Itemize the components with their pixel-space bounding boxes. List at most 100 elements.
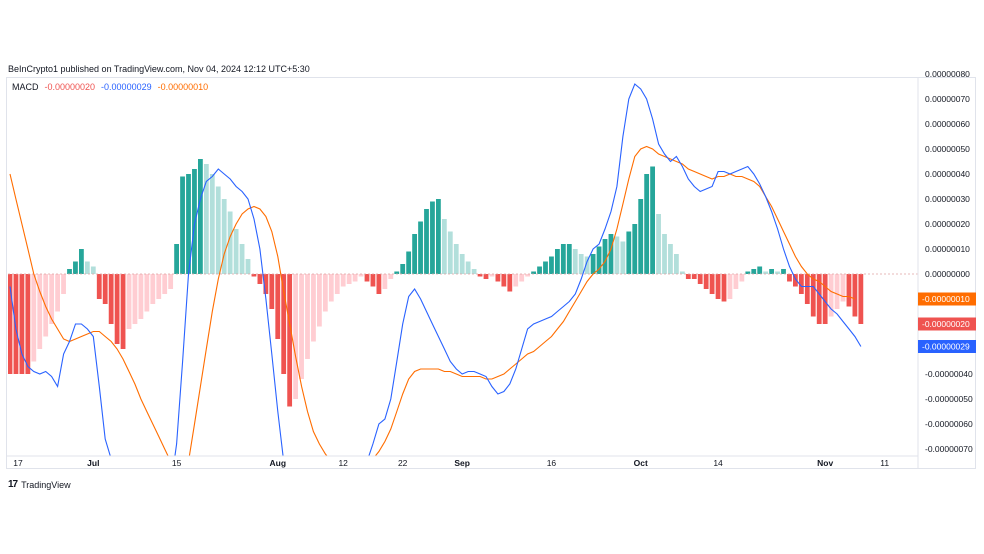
y-axis: 0.00000080 0.00000070 0.00000060 0.00000050…	[917, 69, 973, 468]
histogram-bar	[531, 271, 536, 274]
y-tick-label: 0.00000000	[925, 269, 970, 279]
y-tick-label: -0.00000050	[925, 394, 973, 404]
histogram-bar	[245, 259, 251, 274]
histogram-bar	[311, 274, 316, 342]
histogram-bar	[537, 266, 542, 274]
histogram-bar	[525, 274, 531, 277]
tradingview-logo-icon: 17	[8, 479, 18, 490]
x-tick-label: Sep	[454, 458, 470, 468]
histogram-bar	[436, 199, 441, 274]
histogram-bar	[507, 274, 513, 292]
histogram-bar	[61, 274, 66, 294]
histogram-bar	[102, 274, 108, 304]
histogram-bar	[674, 254, 679, 274]
histogram-bar	[828, 274, 834, 317]
histogram-bar	[317, 274, 322, 327]
histogram-bar	[453, 244, 459, 274]
histogram-bar	[31, 274, 37, 362]
tradingview-logo[interactable]: 17 TradingView	[8, 479, 71, 490]
histogram-bar	[656, 214, 661, 274]
histogram-bar	[733, 274, 739, 289]
histogram-bar	[638, 199, 644, 274]
histogram-bar	[186, 174, 191, 274]
histogram-bar	[834, 274, 840, 309]
histogram-bar	[501, 274, 507, 287]
y-tick-label: -0.00000060	[925, 419, 973, 429]
histogram-bar	[584, 256, 590, 274]
histogram-bar	[84, 261, 90, 274]
histogram-bar	[763, 271, 769, 274]
histogram-bar	[215, 186, 221, 274]
histogram-bar	[90, 266, 96, 274]
histogram-bar	[114, 274, 120, 344]
histogram-bar	[400, 264, 406, 274]
indicator-lines	[9, 83, 862, 456]
histogram-bar	[596, 246, 602, 274]
y-tick-label: 0.00000030	[925, 194, 970, 204]
x-axis: 17 Jul 15 Aug 12 22 Sep 16 Oct 14 Nov 11	[7, 455, 918, 468]
histogram-bar	[358, 274, 364, 277]
histogram-bar	[441, 219, 447, 274]
legend-signal-value: -0.00000010	[157, 82, 209, 92]
x-tick-label: 12	[338, 458, 348, 468]
histogram-bar	[626, 231, 632, 274]
histogram-bar	[816, 274, 822, 324]
value-badge	[918, 340, 976, 353]
histogram-bar	[644, 174, 650, 274]
histogram-bar	[727, 274, 733, 299]
x-tick-label: Oct	[634, 458, 648, 468]
histogram-bar	[263, 274, 269, 294]
y-tick-label: 0.00000020	[925, 219, 970, 229]
histogram-bar	[168, 274, 174, 289]
histogram-bar	[578, 254, 584, 274]
histogram-bar	[37, 274, 43, 349]
histogram-bar	[471, 269, 477, 274]
histogram-bar	[852, 274, 858, 317]
histogram-bar	[560, 244, 566, 274]
histogram-bar	[703, 274, 709, 289]
histogram-bar	[846, 274, 852, 307]
legend-hist-value: -0.00000020	[44, 82, 96, 92]
histogram-bar	[322, 274, 328, 312]
y-tick-label: 0.00000060	[925, 119, 970, 129]
histogram-bar	[430, 201, 435, 274]
histogram-bar	[239, 244, 245, 274]
histogram-bar	[150, 274, 156, 304]
histogram-bar	[251, 274, 257, 277]
price-badges: -0.00000010 -0.00000020 -0.00000029	[918, 292, 976, 353]
histogram-bar	[55, 274, 60, 312]
histogram-bar	[465, 261, 471, 274]
histogram-bar	[769, 269, 774, 274]
x-tick-label: Aug	[269, 458, 286, 468]
histogram-bar	[412, 234, 417, 274]
histogram-bar	[840, 274, 846, 302]
histogram-bar	[388, 274, 394, 279]
x-tick-label: 17	[13, 458, 23, 468]
histogram-bar	[275, 274, 281, 339]
histogram-bar	[614, 236, 620, 274]
y-tick-label: 0.00000050	[925, 144, 970, 154]
histogram-bar	[590, 254, 596, 274]
histogram-bar	[709, 274, 715, 294]
histogram-bar	[8, 274, 13, 374]
histogram-bar	[96, 274, 102, 299]
histogram-bar	[67, 269, 72, 274]
histogram-bar	[382, 274, 388, 289]
histogram-bar	[513, 274, 519, 287]
histogram-bar	[257, 274, 263, 284]
histogram-bar	[721, 274, 727, 302]
chart-frame	[6, 77, 976, 469]
histogram-bar	[822, 274, 828, 324]
histogram-bar	[810, 274, 816, 317]
x-tick-label: Jul	[87, 458, 99, 468]
histogram-bar	[489, 274, 495, 277]
y-tick-label: 0.00000010	[925, 244, 970, 254]
histogram-bar	[203, 164, 209, 274]
value-badge	[918, 317, 976, 331]
x-tick-label: 16	[547, 458, 557, 468]
histogram-bar	[221, 199, 227, 274]
histogram-bar	[715, 274, 721, 299]
indicator-legend[interactable]: MACD -0.00000020 -0.00000029 -0.00000010	[12, 82, 208, 92]
histogram-bar	[781, 269, 786, 274]
